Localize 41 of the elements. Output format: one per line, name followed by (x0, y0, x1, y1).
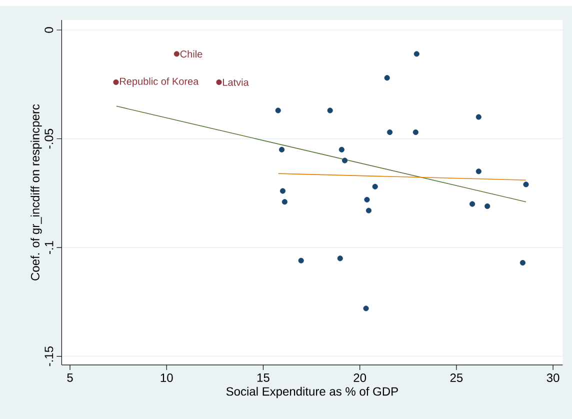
x-tick-label: 5 (67, 374, 73, 382)
x-tick-label: 20 (354, 374, 366, 382)
point (280, 188, 286, 194)
x-tick-label: 25 (450, 374, 463, 382)
point (366, 208, 372, 214)
point (298, 258, 304, 264)
annotation: Latvia (222, 78, 249, 86)
y-axis-title: Coef. of gr_incdiff on respincperc (30, 104, 42, 280)
point (216, 79, 222, 86)
point (174, 51, 180, 57)
y-tick-label: -.15 (44, 346, 54, 366)
point (386, 129, 393, 136)
point (113, 79, 119, 86)
y-tick-label: -.05 (44, 128, 54, 149)
point (412, 129, 418, 136)
annotation: Republic of Korea (120, 78, 199, 87)
point (384, 75, 390, 81)
point (523, 182, 529, 188)
x-axis-title: Social Expenditure as % of GDP (226, 386, 398, 398)
point (372, 184, 378, 190)
point (282, 199, 288, 205)
point (364, 196, 370, 202)
point (327, 108, 333, 114)
point (278, 146, 285, 152)
y-tick-label: -.1 (44, 241, 54, 254)
x-tick-label: 10 (160, 374, 173, 382)
point (476, 168, 482, 174)
point (476, 114, 482, 120)
point (469, 201, 476, 207)
point (363, 306, 369, 312)
point (338, 146, 344, 152)
point (275, 108, 281, 114)
point (520, 260, 526, 266)
point (484, 203, 490, 209)
y-tick-label: 0 (44, 27, 54, 33)
point (414, 51, 420, 57)
annotation: Chile (180, 50, 202, 58)
x-tick-label: 30 (546, 374, 560, 382)
point (342, 158, 348, 164)
x-tick-label: 15 (257, 374, 270, 382)
point (337, 256, 343, 262)
